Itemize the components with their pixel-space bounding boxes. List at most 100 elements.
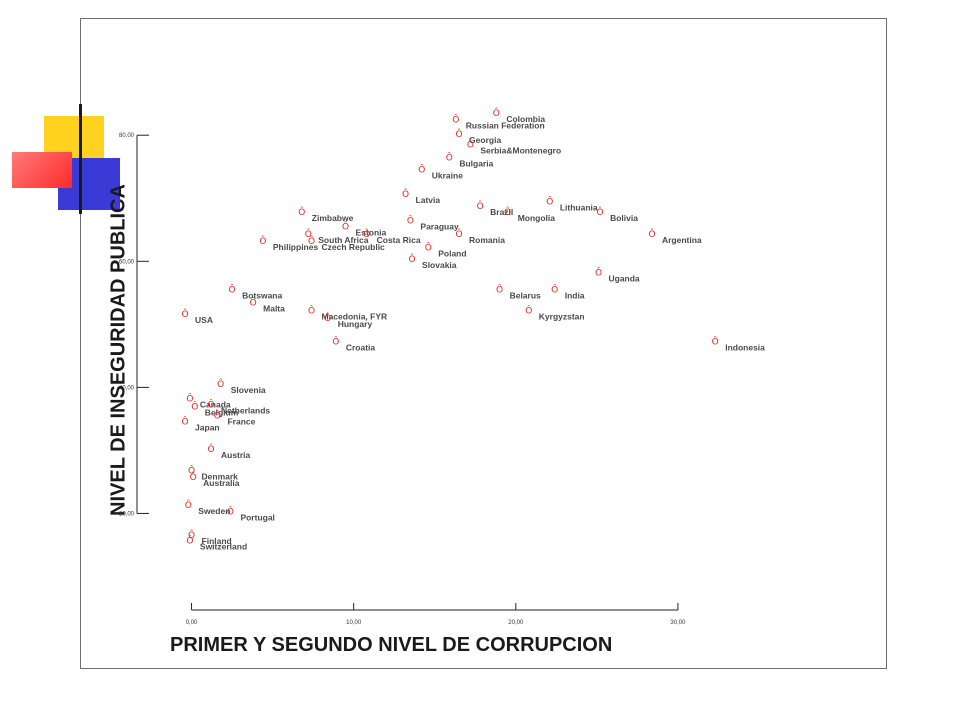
- data-point-label: Slovakia: [422, 260, 457, 270]
- data-point-marker: Ô: [298, 206, 305, 218]
- data-point-marker: Ô: [496, 284, 503, 296]
- data-point-label: Belgium: [205, 407, 239, 417]
- data-point-label: Czech Republic: [322, 242, 386, 252]
- data-point-label: Finland: [202, 536, 232, 546]
- data-point-label: Lithuania: [560, 202, 598, 212]
- y-tick-label: 20,00: [119, 511, 135, 517]
- data-point-label: Portugal: [240, 513, 274, 523]
- data-point-marker: Ô: [227, 506, 234, 518]
- data-point-marker: Ô: [188, 465, 195, 477]
- data-point-label: Costa Rica: [377, 235, 421, 245]
- data-point-marker: Ô: [363, 228, 370, 240]
- data-point-marker: Ô: [305, 228, 312, 240]
- data-point-label: Brazil: [490, 207, 513, 217]
- data-point-marker: Ô: [182, 308, 189, 320]
- data-point-label: Russian Federation: [466, 120, 545, 130]
- data-point-marker: Ô: [712, 335, 719, 347]
- data-point-label: Romania: [469, 235, 505, 245]
- data-point-label: Slovenia: [231, 385, 266, 395]
- data-point-label: South Africa: [318, 235, 368, 245]
- data-point-label: Argentina: [662, 235, 702, 245]
- y-tick-label: 60,00: [119, 259, 135, 265]
- x-tick-label: 30,00: [670, 620, 686, 626]
- chart-frame: [80, 18, 887, 669]
- x-tick-label: 20,00: [508, 620, 524, 626]
- data-point-label: Latvia: [416, 195, 441, 205]
- data-point-marker: Ô: [188, 529, 195, 541]
- data-point-marker: Ô: [308, 304, 315, 316]
- data-point-label: Bulgaria: [459, 158, 493, 168]
- x-tick-label: 10,00: [346, 620, 362, 626]
- data-point-label: France: [227, 417, 255, 427]
- data-point-marker: Ô: [408, 253, 415, 265]
- data-point-label: Netherlands: [221, 405, 270, 415]
- x-tick-label: 0,00: [186, 620, 198, 626]
- data-point-label: Denmark: [202, 472, 239, 482]
- data-point-marker: Ô: [186, 535, 193, 547]
- data-point-marker: Ô: [332, 335, 339, 347]
- decorative-red-square: [12, 152, 72, 188]
- data-point-label: Australia: [203, 478, 240, 488]
- data-point-marker: Ô: [595, 267, 602, 279]
- decorative-vertical-line: [79, 104, 82, 214]
- axes: 20,00 40,00 60,00 80,00 0,00 10,00 20,00 30,00: [119, 133, 686, 626]
- data-point-label: Mongolia: [518, 213, 556, 223]
- data-point-marker: Ô: [191, 400, 198, 412]
- data-point-marker: Ô: [259, 235, 266, 247]
- data-point-label: Philippines: [273, 242, 319, 252]
- data-point-label: Sweden: [198, 506, 230, 516]
- data-point-marker: Ô: [185, 499, 192, 511]
- data-point-marker: Ô: [477, 200, 484, 212]
- data-point-marker: Ô: [493, 107, 500, 119]
- data-point-marker: Ô: [182, 415, 189, 427]
- data-point-marker: Ô: [467, 139, 474, 151]
- data-point-marker: Ô: [456, 228, 463, 240]
- data-point-label: Switzerland: [200, 542, 247, 552]
- data-point-label: Canada: [200, 400, 231, 410]
- data-point-label: Indonesia: [725, 342, 765, 352]
- data-point-label: Ukraine: [432, 170, 463, 180]
- data-point-marker: Ô: [504, 206, 511, 218]
- data-point-marker: Ô: [456, 128, 463, 140]
- data-point-label: Bolivia: [610, 213, 638, 223]
- data-point-label: Croatia: [346, 342, 376, 352]
- data-point-marker: Ô: [324, 312, 331, 324]
- data-point-label: Botswana: [242, 291, 282, 301]
- data-point-marker: Ô: [190, 471, 197, 483]
- y-axis-label: NIVEL DE INSEGURIDAD PUBLICA: [107, 184, 130, 516]
- data-point-marker: Ô: [446, 151, 453, 163]
- data-point-label: Hungary: [338, 319, 373, 329]
- data-point-marker: Ô: [546, 195, 553, 207]
- data-point-marker: Ô: [186, 393, 193, 405]
- data-point-marker: Ô: [402, 188, 409, 200]
- data-point-marker: Ô: [425, 241, 432, 253]
- data-point-marker: Ô: [418, 163, 425, 175]
- data-point-label: Japan: [195, 422, 220, 432]
- data-point-label: Belarus: [510, 291, 541, 301]
- data-point-label: Poland: [438, 248, 466, 258]
- data-point-marker: Ô: [214, 410, 221, 422]
- data-point-marker: Ô: [342, 221, 349, 233]
- data-point-label: Austria: [221, 450, 251, 460]
- data-point-marker: Ô: [207, 398, 214, 410]
- data-point-label: Serbia&Montenegro: [480, 146, 561, 156]
- data-point-label: Uganda: [608, 274, 639, 284]
- data-point-marker: Ô: [250, 296, 257, 308]
- data-point-label: Georgia: [469, 135, 501, 145]
- data-point-marker: Ô: [207, 443, 214, 455]
- data-point-label: India: [565, 291, 585, 301]
- data-point-marker: Ô: [229, 284, 236, 296]
- data-point-label: Malta: [263, 303, 285, 313]
- y-tick-label: 80,00: [119, 133, 135, 139]
- data-point-marker: Ô: [551, 284, 558, 296]
- data-point-marker: Ô: [648, 228, 655, 240]
- data-point-label: Macedonia, FYR: [322, 311, 388, 321]
- data-point-marker: Ô: [452, 113, 459, 125]
- data-point-marker: Ô: [525, 304, 532, 316]
- data-point-label: Estonia: [356, 228, 387, 238]
- data-point-label: Paraguay: [420, 221, 459, 231]
- data-point-label: USA: [195, 315, 213, 325]
- data-point-label: Colombia: [506, 114, 545, 124]
